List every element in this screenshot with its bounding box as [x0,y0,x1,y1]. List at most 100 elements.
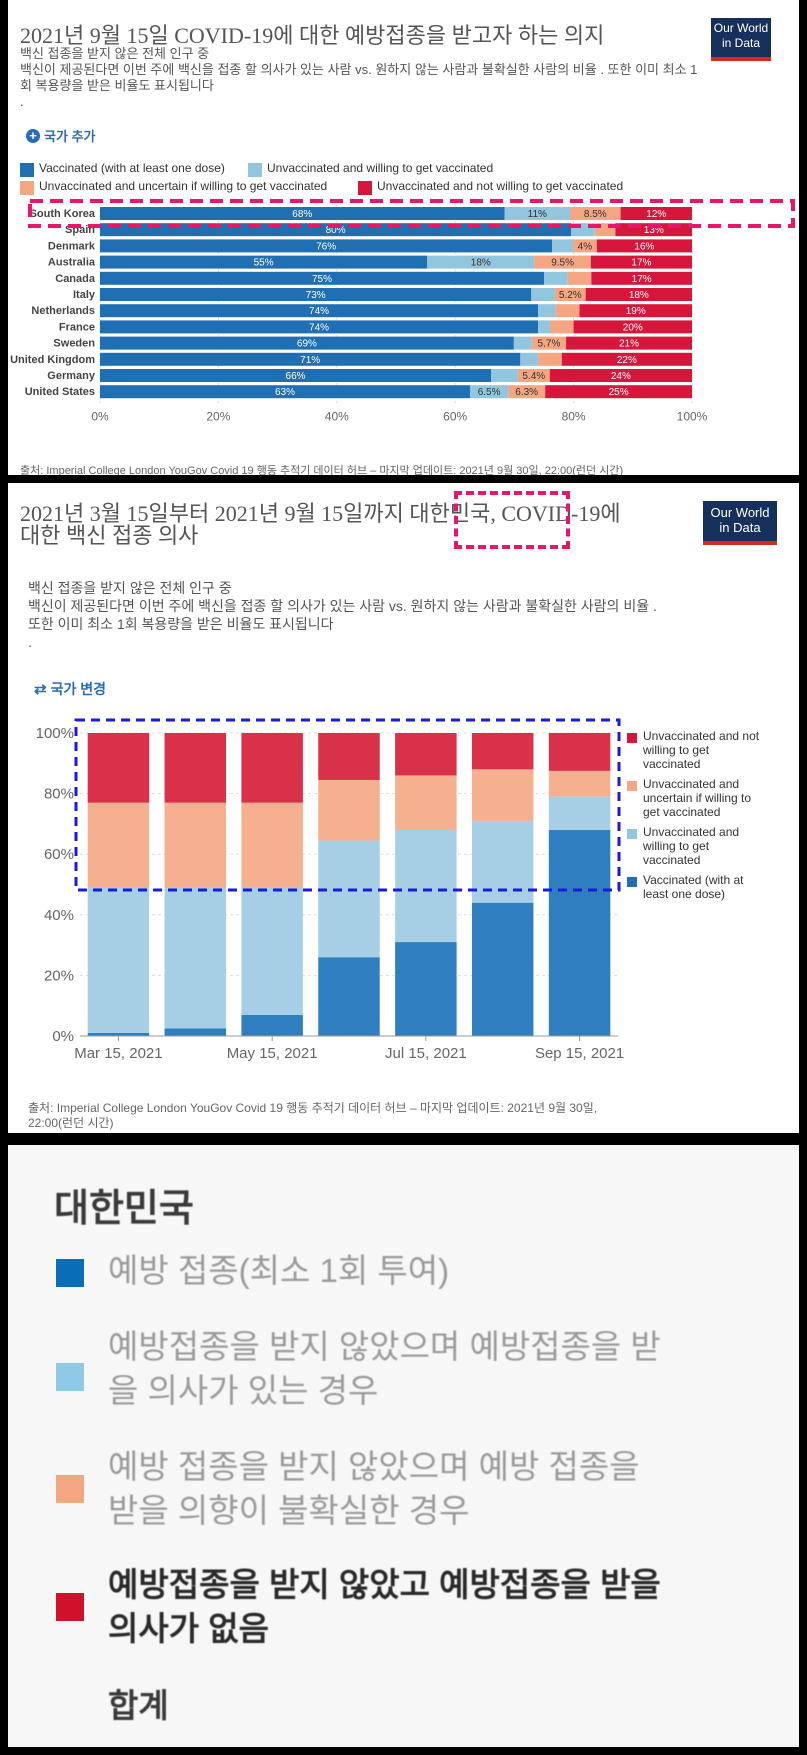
subtitle-line: . [28,634,32,650]
bar-segment [470,385,509,399]
legend-item[interactable]: Vaccinated (with at least one dose) [20,161,225,177]
bar-segment [531,336,567,350]
legend-label: get vaccinated [643,805,721,819]
legend-label: Unvaccinated and uncertain if willing to… [39,179,328,193]
bar-segment [596,239,692,253]
logo-line: in Data [721,36,761,50]
data-label: 22% [617,355,637,366]
data-label: 5.7% [538,339,561,350]
bar-segment [570,207,621,220]
bar-segment [561,352,692,366]
column-segment [164,1028,227,1036]
tooltip-item-label: 의사가 없음 [108,1610,269,1647]
category-label: Germany [47,370,96,382]
category-label: South Korea [30,208,96,220]
data-label: 6.5% [478,387,501,398]
tooltip-item-label: 예방 접종(최소 1회 투여) [108,1252,450,1289]
bar-segment [100,352,521,366]
title-line: 2021년 3월 15일부터 2021년 9월 15일까지 대한민국, COVI… [20,501,621,526]
x-tick-label: 100% [677,409,708,423]
tooltip-total-label: 합계 [108,1687,169,1724]
bar-segment [538,352,562,366]
highlight-box-south-korea [28,199,795,228]
legend-label: willing to get [643,743,710,757]
legend-label: Unvaccinated and [643,825,740,839]
legend-item[interactable]: Vaccinated (with at least one dose) [627,873,799,901]
column-segment [241,802,303,888]
legend-swatch [56,1259,84,1287]
subtitle-line: 회 복용량을 받은 비율도 표시됩니다 [20,78,214,93]
bar-segment [100,320,539,334]
column-segment [164,802,227,888]
x-tick-label: Mar 15, 2021 [74,1045,162,1062]
legend-label: uncertain if willing to [643,791,752,805]
data-label: 25% [609,387,629,398]
bar-segment [552,239,574,253]
owid-logo[interactable]: Our World in Data [711,18,771,61]
data-label: 74% [309,322,329,333]
column-segment [318,779,380,841]
legend-swatch [627,781,637,791]
tooltip-item: 예방접종을 받지 않았으며 예방접종을 받 을 의사가 있는 경우 [8,1325,799,1421]
legend-item[interactable]: Unvaccinated and not willing to get vacc… [627,729,799,771]
bar-segment [504,207,571,220]
data-label: 20% [623,322,643,333]
legend-swatch [56,1593,84,1621]
legend-label: vaccinated [643,853,701,867]
legend-item[interactable]: Unvaccinated and not willing to get vacc… [358,179,623,195]
bar-segment [100,255,428,269]
data-label: 17% [632,274,652,285]
legend-item[interactable]: Unvaccinated and uncertain if willing to… [627,777,799,819]
owid-logo[interactable]: Our World in Data [703,501,777,545]
chart2-source: 출처: Imperial College London YouGov Covid… [28,1101,597,1131]
bar-segment [566,336,692,350]
tooltip-item-label: 예방접종을 받지 않았고 예방접종을 받을 [108,1566,661,1603]
bar-segment [620,207,692,220]
column-segment [395,829,457,943]
add-country-button[interactable]: + 국가 추가 [26,126,95,145]
y-tick-label: 100% [36,725,74,742]
data-label: 24% [611,371,631,382]
source-line: 출처: Imperial College London YouGov Covid… [28,1101,598,1115]
x-tick-label: Sep 15, 2021 [535,1045,624,1062]
column-segment [318,957,380,1036]
legend-swatch [358,181,372,195]
legend-label: vaccinated [643,757,701,771]
data-label: 18% [471,258,491,269]
bar-segment [531,288,555,301]
data-label: 69% [297,339,317,350]
data-label: 75% [312,274,332,285]
data-label: 68% [292,209,312,220]
data-label: 18% [629,290,649,301]
change-country-label: 국가 변경 [50,681,106,697]
column-segment [318,733,380,780]
legend-label: Vaccinated (with at [643,873,744,887]
source-line: 22:00(런던 시간) [28,1116,114,1130]
column-segment [548,733,611,771]
bar-segment [545,385,692,399]
bar-segment [544,271,568,285]
legend-item[interactable]: Unvaccinated and willing to get vaccinat… [627,825,799,867]
panel-tooltip-legend: 대한민국 예방 접종(최소 1회 투여) 예방접종을 받지 않았으며 예방접종을… [8,1145,799,1747]
y-tick-label: 60% [44,846,74,863]
chart2-legend: Unvaccinated and not willing to get vacc… [627,729,799,901]
bar-segment [100,288,532,301]
category-label: Denmark [48,240,96,252]
data-label: 11% [528,209,547,220]
bar-segment [567,271,592,285]
column-segment [241,1014,303,1036]
data-label: 76% [316,241,336,252]
x-tick-label: 60% [443,409,467,423]
x-tick-label: 40% [325,409,349,423]
category-label: United Kingdom [10,354,95,366]
tooltip-item-label: 예방접종을 받지 않았으며 예방접종을 받 [108,1328,661,1365]
category-label: United States [25,386,95,398]
legend-item[interactable]: Unvaccinated and uncertain if willing to… [20,179,327,195]
tooltip-item: 예방 접종을 받지 않았으며 예방 접종을 받을 의향이 불확실한 경우 [8,1445,799,1541]
subtitle-line: . [20,94,24,109]
data-label: 17% [631,258,651,269]
change-country-button[interactable]: ⇄ 국가 변경 [34,679,106,699]
bar-segment [100,385,470,399]
x-tick-label: 20% [206,409,230,423]
legend-item[interactable]: Unvaccinated and willing to get vaccinat… [248,161,493,177]
